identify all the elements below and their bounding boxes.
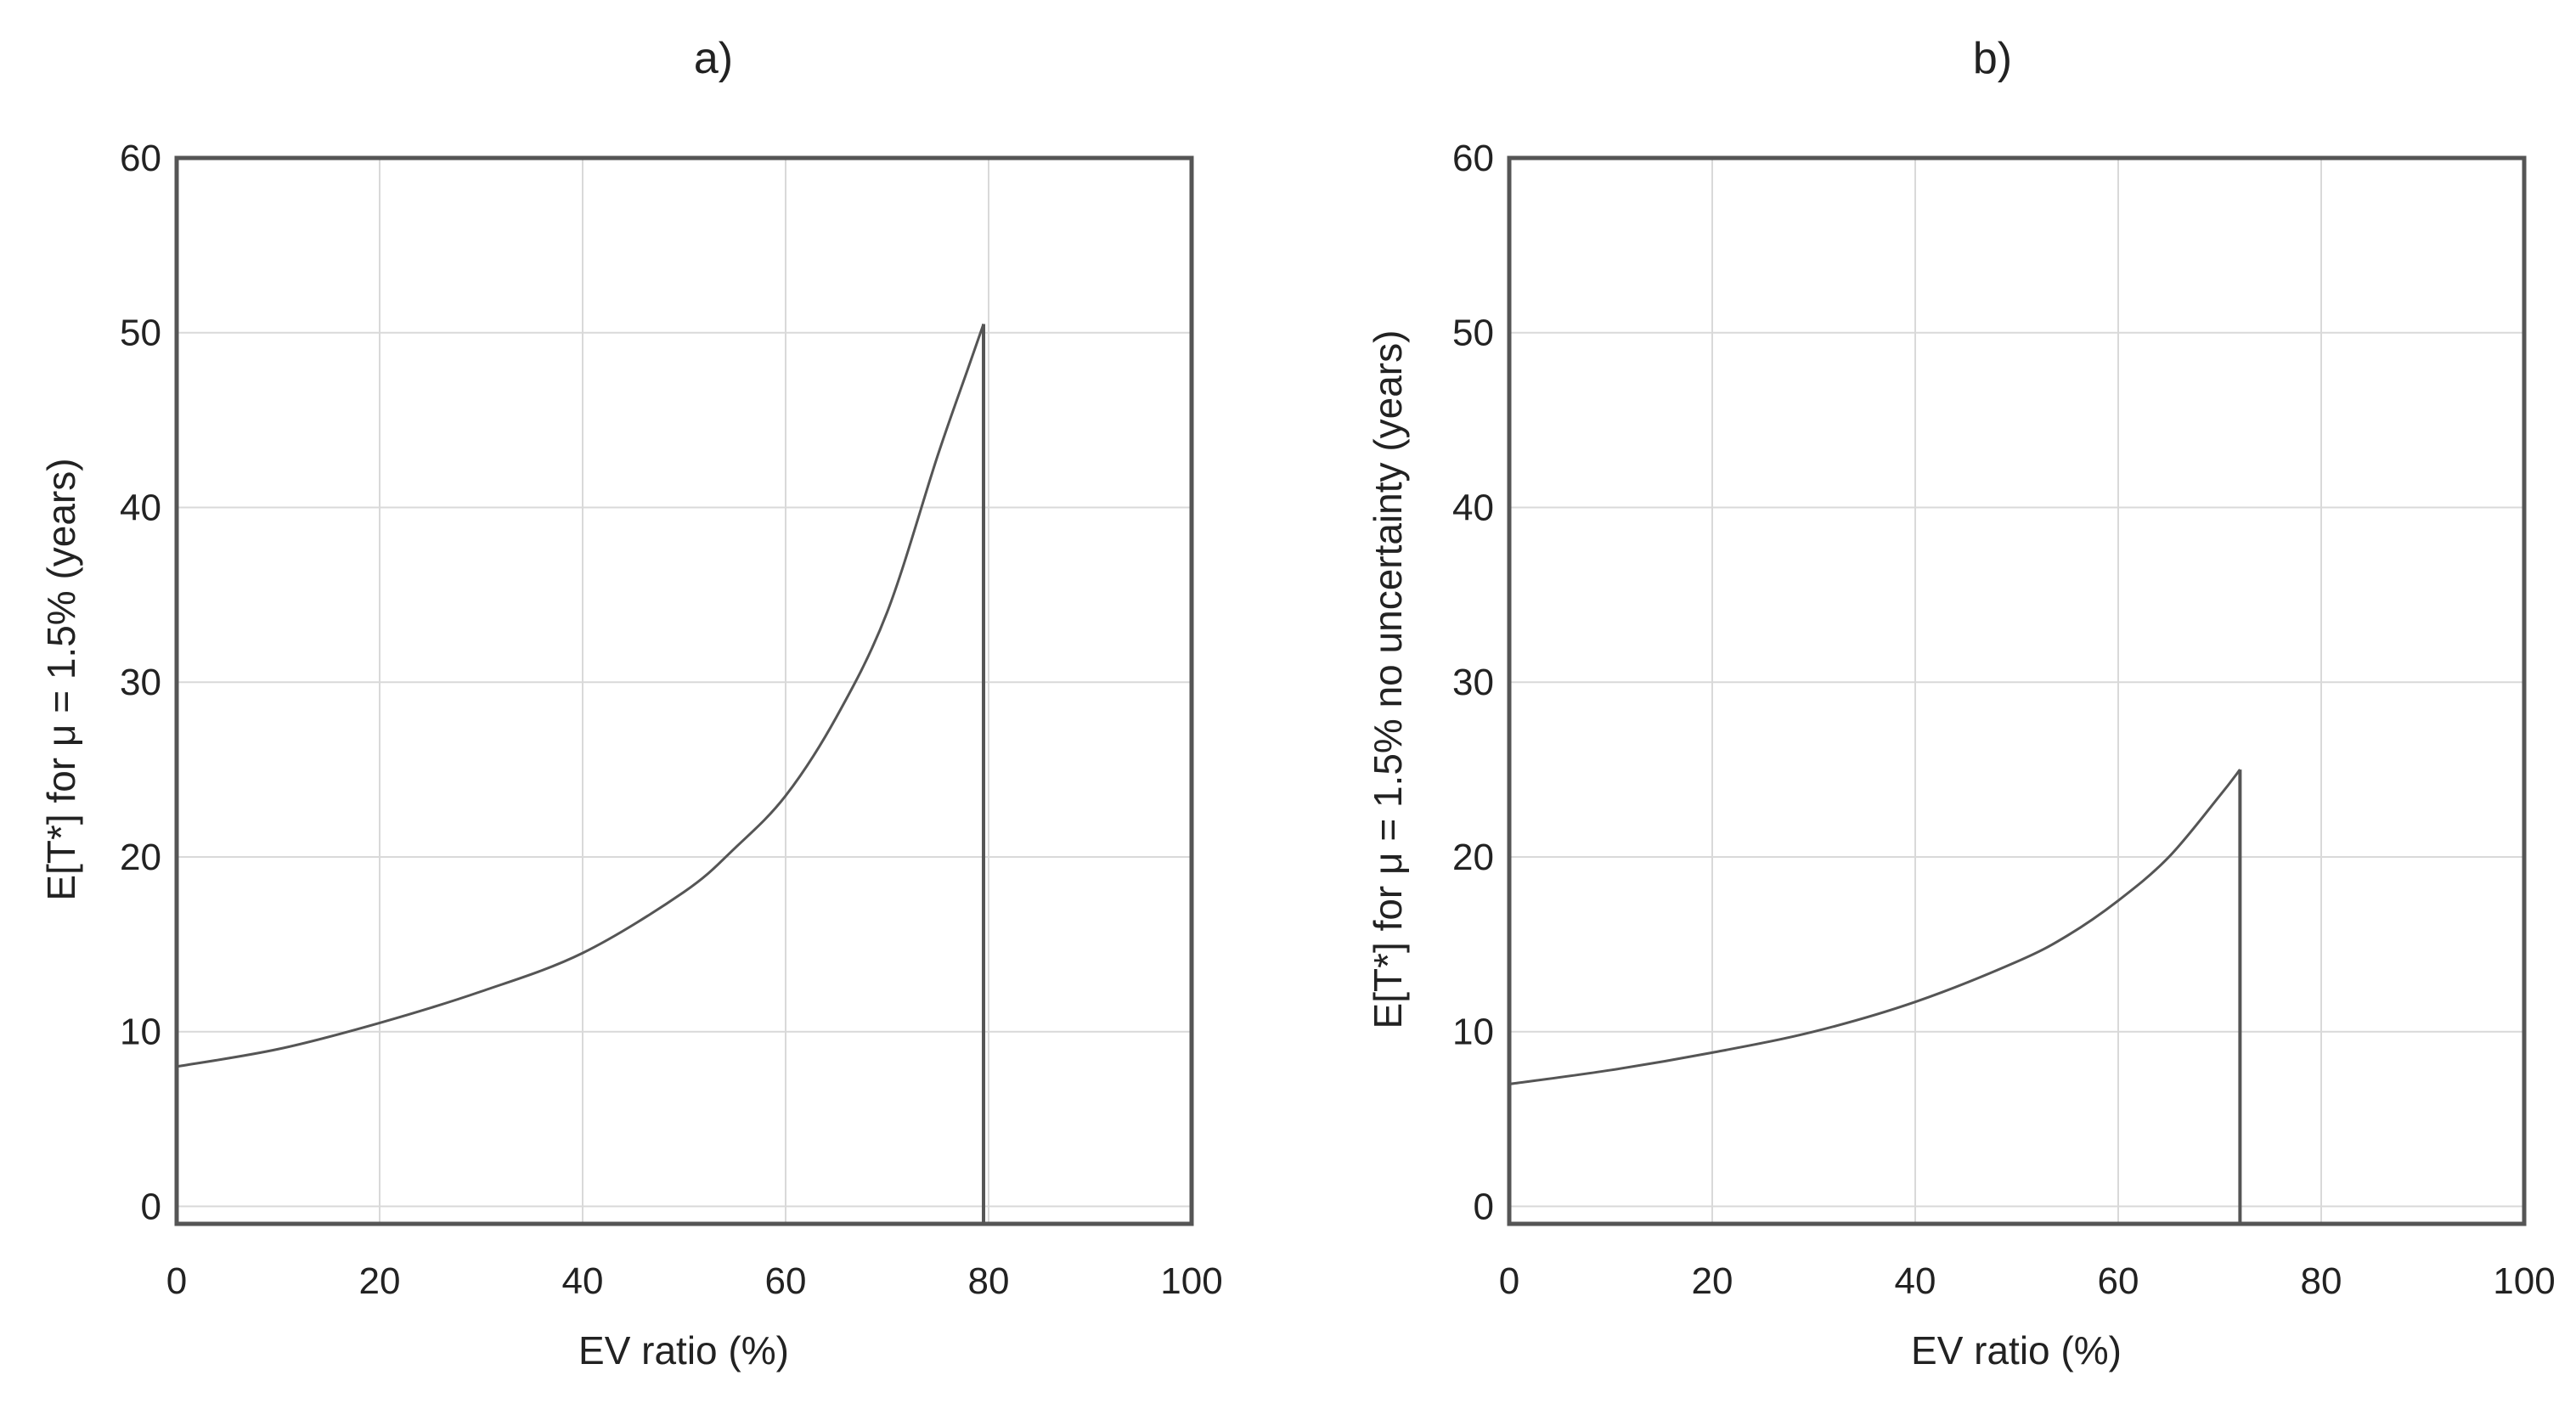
panel-a-x-tick-label: 0: [166, 1260, 187, 1302]
panel-a-x-tick-label: 60: [765, 1260, 807, 1302]
panel-b-x-tick-label: 100: [2493, 1260, 2555, 1302]
panel-a-x-tick-label: 20: [359, 1260, 401, 1302]
panel-b-y-tick-label: 20: [1452, 837, 1494, 878]
panel-b-y-tick-label: 60: [1452, 138, 1494, 179]
panel-b-grid: [1509, 158, 2524, 1224]
panel-b: b) 0 20 40 60 80 100 0 10 20 30 40 50 60 EV ratio (…: [1366, 34, 2556, 1372]
panel-b-x-tick-label: 60: [2098, 1260, 2139, 1302]
panel-b-x-tick-label: 20: [1692, 1260, 1733, 1302]
panel-a-x-ticks: 0 20 40 60 80 100: [166, 1260, 1223, 1302]
panel-a-y-tick-label: 20: [120, 837, 161, 878]
panel-b-y-tick-label: 30: [1452, 662, 1494, 703]
panel-b-title: b): [1973, 34, 2012, 83]
panel-b-y-tick-label: 50: [1452, 313, 1494, 354]
panel-b-x-tick-label: 80: [2301, 1260, 2342, 1302]
panel-a-x-axis-label: EV ratio (%): [578, 1328, 789, 1372]
panel-b-y-tick-label: 0: [1474, 1186, 1494, 1227]
panel-a-y-tick-label: 60: [120, 138, 161, 179]
panel-a-x-tick-label: 40: [562, 1260, 604, 1302]
panel-b-series-line: [1508, 769, 2241, 1085]
panel-a-title: a): [694, 34, 733, 83]
panel-a-series-line: [176, 323, 985, 1068]
panel-b-y-axis-label: E[T*] for μ = 1.5% no uncertainty (years…: [1366, 330, 1410, 1029]
panel-b-series: [1508, 769, 2242, 1224]
panel-b-y-tick-label: 40: [1452, 487, 1494, 528]
panel-b-x-ticks: 0 20 40 60 80 100: [1499, 1260, 2556, 1302]
panel-b-y-tick-label: 10: [1452, 1012, 1494, 1053]
panel-b-x-axis-label: EV ratio (%): [1911, 1328, 2122, 1372]
panel-a-y-tick-label: 50: [120, 313, 161, 354]
panel-a: a) 0 20 40 60 80 100 0 10 20 30 40 50 60 EV ratio (…: [39, 34, 1223, 1372]
panel-a-y-tick-label: 10: [120, 1012, 161, 1053]
panel-a-y-tick-label: 30: [120, 662, 161, 703]
panel-a-plot-frame: [174, 155, 1194, 1226]
panel-a-y-tick-label: 0: [141, 1186, 161, 1227]
panel-a-y-tick-label: 40: [120, 487, 161, 528]
panel-a-y-axis-label: E[T*] for μ = 1.5% (years): [39, 458, 83, 900]
panel-b-y-ticks: 0 10 20 30 40 50 60: [1452, 138, 1494, 1227]
panel-a-x-tick-label: 80: [968, 1260, 1010, 1302]
panel-b-x-tick-label: 40: [1895, 1260, 1936, 1302]
panel-b-x-tick-label: 0: [1499, 1260, 1519, 1302]
panel-a-grid: [177, 158, 1192, 1224]
panel-a-series: [176, 323, 986, 1224]
panel-a-x-tick-label: 100: [1160, 1260, 1222, 1302]
panel-a-y-ticks: 0 10 20 30 40 50 60: [120, 138, 161, 1227]
panel-b-plot-frame: [1507, 155, 2527, 1226]
